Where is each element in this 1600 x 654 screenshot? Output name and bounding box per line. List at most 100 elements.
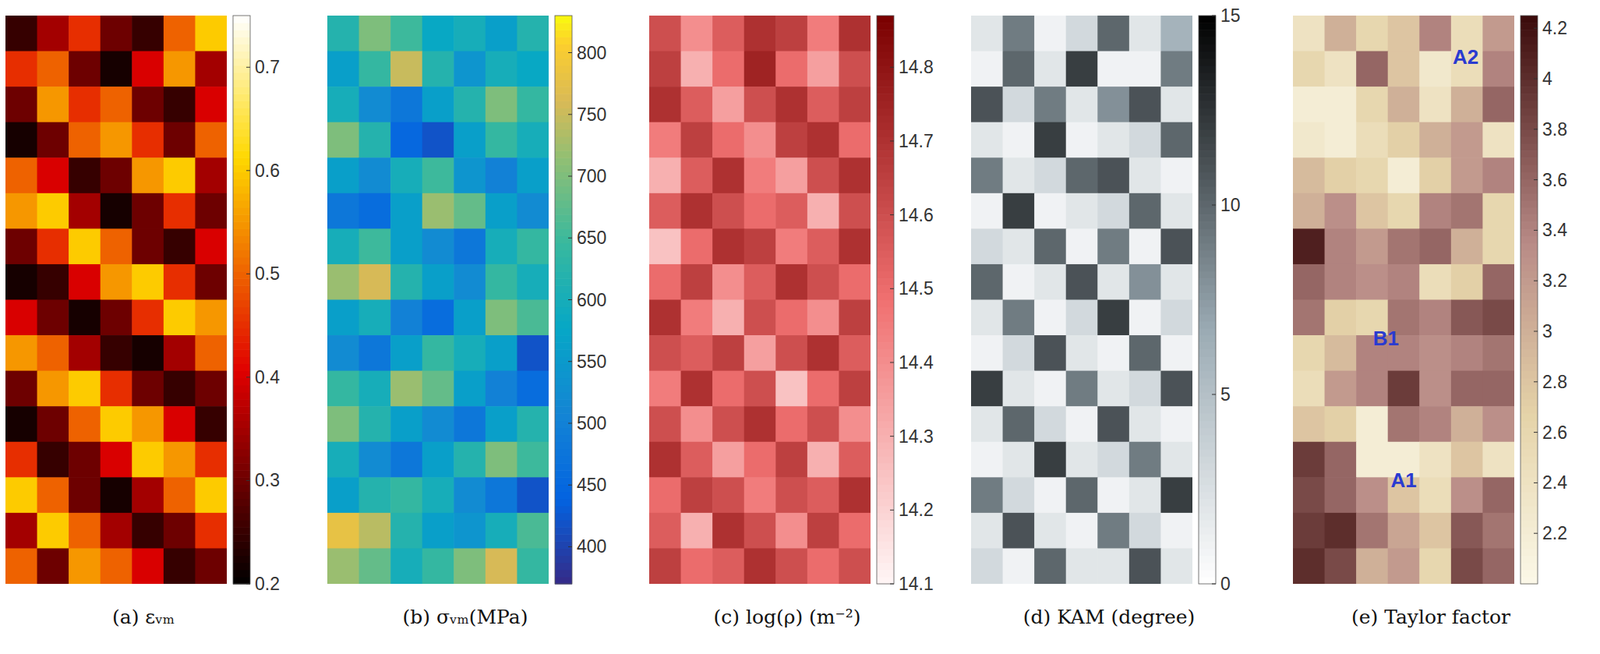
cell [390, 441, 423, 478]
colorbar-slice [233, 328, 251, 336]
tick [568, 546, 573, 548]
colorbar-slice [876, 285, 894, 294]
tick [1211, 394, 1216, 396]
colorbar-slice [1198, 342, 1216, 350]
tick-label: 2.2 [1542, 522, 1568, 544]
cell [327, 264, 360, 301]
cell [485, 15, 518, 52]
colorbar-slice [1198, 406, 1216, 414]
colorbar-slice [1198, 143, 1216, 152]
colorbar-slice [1520, 122, 1538, 131]
colorbar-slice [1198, 540, 1216, 549]
colorbar-slice [876, 264, 894, 272]
colorbar-slice [1198, 448, 1216, 457]
tick [1533, 78, 1538, 80]
colorbar-slice [554, 569, 573, 578]
cell [1129, 406, 1162, 442]
cell [649, 406, 682, 442]
colorbar-slice [876, 200, 894, 209]
colorbar-slice [554, 370, 573, 379]
colorbar-slice [876, 505, 894, 514]
colorbar-frame [876, 15, 894, 584]
colorbar-slice [1520, 115, 1538, 124]
colorbar-slice [876, 540, 894, 549]
cell [163, 122, 196, 159]
cell [1066, 476, 1099, 513]
cell [1003, 335, 1035, 371]
colorbar-slice [554, 143, 573, 152]
cell [453, 512, 486, 549]
cell [1388, 547, 1420, 584]
colorbar-slice [233, 292, 251, 301]
cell [100, 406, 133, 442]
cell [37, 335, 70, 371]
cell [100, 441, 133, 478]
colorbar-slice [554, 562, 573, 571]
colorbar-slice [1520, 51, 1538, 60]
colorbar-slice [554, 93, 573, 102]
colorbar-slice [1520, 136, 1538, 145]
colorbar-slice [233, 526, 251, 535]
colorbar-frame [1198, 15, 1216, 584]
colorbar-slice [1520, 186, 1538, 195]
colorbar-slice [554, 505, 573, 514]
cell [1034, 228, 1067, 265]
cell [485, 512, 518, 549]
colorbar-slice [233, 384, 251, 393]
colorbar-slice [554, 150, 573, 159]
cell [1129, 335, 1162, 371]
cell [681, 512, 714, 549]
cell [1160, 512, 1193, 549]
colorbar-slice [876, 491, 894, 500]
cell [712, 512, 745, 549]
cell [163, 300, 196, 336]
cell [1097, 86, 1130, 123]
colorbar-slice [1520, 264, 1538, 272]
cell [1356, 264, 1389, 301]
colorbar-slice [233, 576, 251, 585]
cell [100, 547, 133, 584]
cell [1356, 86, 1389, 123]
cell [649, 86, 682, 123]
colorbar-slice [233, 420, 251, 428]
cell [1324, 15, 1357, 52]
tick [246, 376, 251, 378]
colorbar-slice [233, 36, 251, 45]
colorbar-slice [1520, 441, 1538, 450]
colorbar-slice [554, 228, 573, 237]
cell [744, 476, 777, 513]
colorbar-slice [1520, 22, 1538, 31]
cell [1160, 300, 1193, 336]
tick-label: 3 [1542, 321, 1553, 342]
cell [775, 51, 808, 88]
cell [1097, 157, 1130, 194]
colorbar-slice [1520, 377, 1538, 386]
cell [516, 228, 549, 265]
colorbar-slice [1198, 377, 1216, 386]
colorbar-slice [1520, 399, 1538, 407]
cell [131, 476, 164, 513]
cell [453, 300, 486, 336]
colorbar-slice [1520, 363, 1538, 372]
cell [37, 441, 70, 478]
cell [1324, 86, 1357, 123]
cell [516, 264, 549, 301]
colorbar-slice [1520, 143, 1538, 152]
colorbar-slice [1520, 406, 1538, 414]
colorbar-slice [1198, 51, 1216, 60]
tick [246, 67, 251, 68]
cell [649, 300, 682, 336]
cell [131, 406, 164, 442]
colorbar-slice [1198, 420, 1216, 428]
cell [453, 51, 486, 88]
cell [775, 15, 808, 52]
cell [1419, 51, 1452, 88]
cell [1419, 228, 1452, 265]
colorbar-slice [554, 328, 573, 336]
cell [390, 335, 423, 371]
cell [390, 476, 423, 513]
cell [681, 157, 714, 194]
colorbar-slice [876, 36, 894, 45]
annotation: A1 [1390, 468, 1417, 492]
tick [1533, 280, 1538, 282]
